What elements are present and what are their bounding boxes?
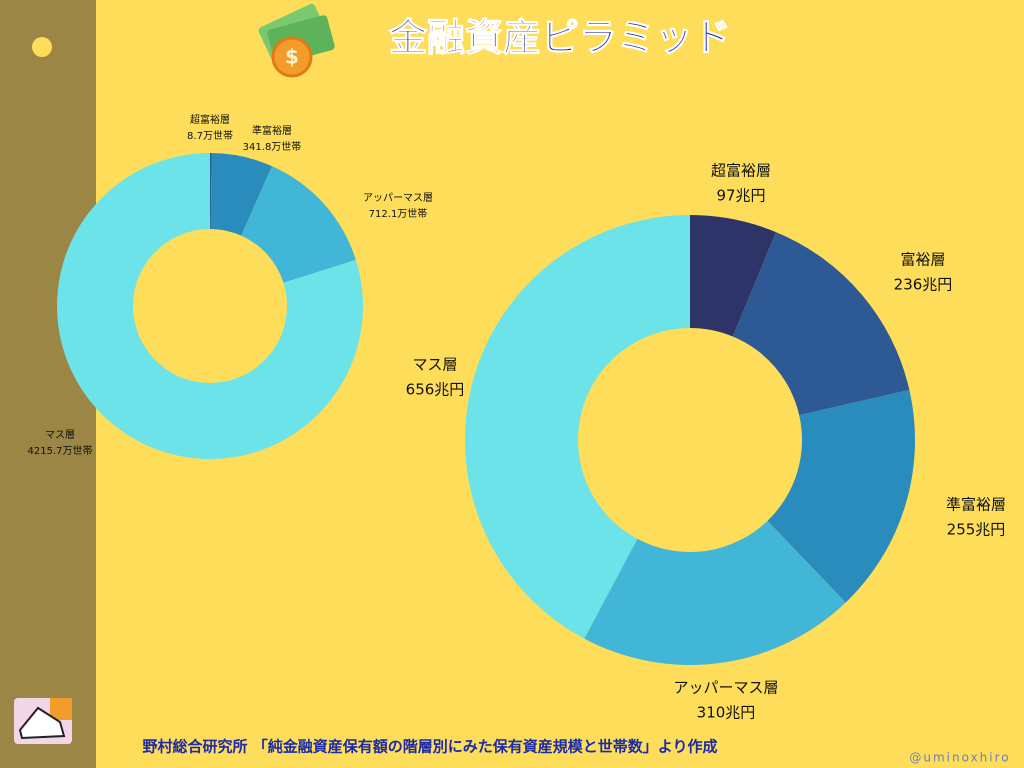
value-label: 255兆円	[947, 521, 1006, 539]
donut-segment	[57, 153, 364, 459]
segment-label: アッパーマス層	[363, 192, 433, 204]
value-label: 712.1万世帯	[369, 207, 428, 220]
title: 金融資産ピラミッド	[388, 16, 731, 60]
donut-segment	[241, 166, 356, 283]
donut-segment	[690, 215, 776, 337]
svg-text:$: $	[285, 45, 299, 69]
donut-segment	[584, 520, 846, 665]
source: 野村総合研究所 「純金融資産保有額の階層別にみた保有資産規模と世帯数」より作成	[143, 738, 718, 756]
value-label: 341.8万世帯	[243, 140, 302, 153]
credit: @uminoxhiro	[909, 751, 1010, 765]
donut-segment	[210, 153, 212, 230]
segment-label: 超富裕層	[711, 162, 771, 180]
value-label: 656兆円	[406, 381, 465, 399]
segment-label: マス層	[45, 429, 75, 441]
segment-label: 富裕層	[900, 251, 945, 269]
value-label: 310兆円	[697, 704, 756, 722]
logo	[14, 698, 72, 744]
donut-segment	[464, 215, 690, 639]
segment-label: マス層	[412, 356, 457, 374]
donut-segment	[767, 389, 915, 603]
value-label: 97兆円	[716, 187, 765, 205]
donut-segment	[732, 232, 910, 416]
segment-label: アッパーマス層	[673, 679, 778, 697]
segment-label: 準富裕層	[946, 496, 1006, 514]
value-label: 8.7万世帯	[187, 129, 233, 142]
donut-segment	[210, 153, 272, 236]
dot	[32, 37, 52, 57]
value-label: 236兆円	[894, 276, 953, 294]
value-label: 4215.7万世帯	[28, 444, 93, 457]
segment-label: 準富裕層	[252, 124, 292, 137]
segment-label: 超富裕層	[190, 113, 230, 126]
money-icon: $	[258, 3, 335, 78]
